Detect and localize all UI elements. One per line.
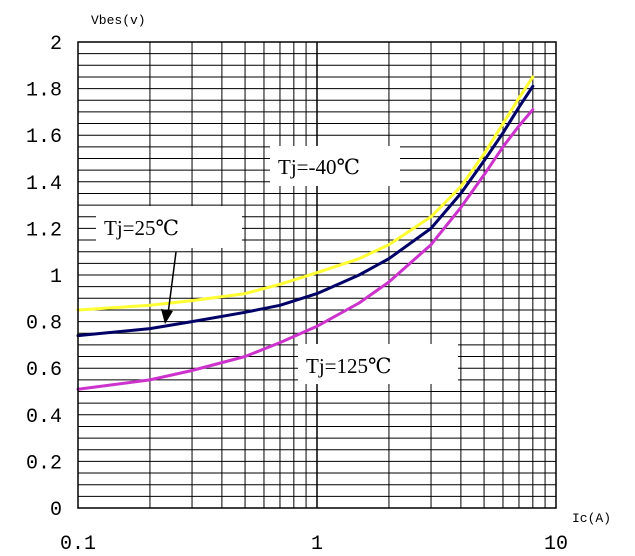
x-tick-label: 1 bbox=[311, 533, 323, 556]
y-tick-label: 1.2 bbox=[26, 219, 62, 242]
y-tick-label: 1.6 bbox=[26, 126, 62, 149]
annotation-tj-125: Tj=125℃ bbox=[298, 344, 458, 384]
series-tj-125 bbox=[76, 108, 535, 391]
x-tick-label: 10 bbox=[544, 533, 568, 556]
y-tick-label: 1.8 bbox=[26, 80, 62, 103]
y-tick-label: 0.4 bbox=[26, 406, 62, 429]
y-tick-label: 0.8 bbox=[26, 313, 62, 336]
y-tick-label: 0 bbox=[50, 499, 62, 522]
x-axis-label: Ic(A) bbox=[572, 511, 611, 526]
annotation-arrow bbox=[161, 251, 177, 324]
grid bbox=[78, 42, 556, 508]
annotation-tj-25-label: Tj=25℃ bbox=[104, 216, 179, 240]
x-tick-label: 0.1 bbox=[60, 533, 96, 556]
series-group bbox=[76, 75, 535, 391]
y-tick-label: 2 bbox=[50, 33, 62, 56]
y-axis-label: Vbes(v) bbox=[91, 13, 146, 28]
x-tick-labels: 0.1 1 10 bbox=[60, 533, 568, 556]
series-tj-25 bbox=[76, 84, 535, 338]
y-tick-label: 1 bbox=[50, 266, 62, 289]
annotation-tj-25: Tj=25℃ bbox=[96, 206, 242, 248]
y-tick-label: 0.6 bbox=[26, 359, 62, 382]
y-tick-labels: 0 0.2 0.4 0.6 0.8 1 1.2 1.4 1.6 1.8 2 bbox=[26, 33, 62, 522]
y-tick-label: 1.4 bbox=[26, 173, 62, 196]
annotation-tj-minus40: Tj=-40℃ bbox=[270, 146, 400, 186]
y-tick-label: 0.2 bbox=[26, 452, 62, 475]
plot-frame bbox=[77, 41, 557, 509]
annotation-tj-minus40-label: Tj=-40℃ bbox=[278, 155, 360, 179]
annotation-tj-125-label: Tj=125℃ bbox=[306, 354, 392, 378]
series-tj-minus40 bbox=[76, 75, 535, 312]
